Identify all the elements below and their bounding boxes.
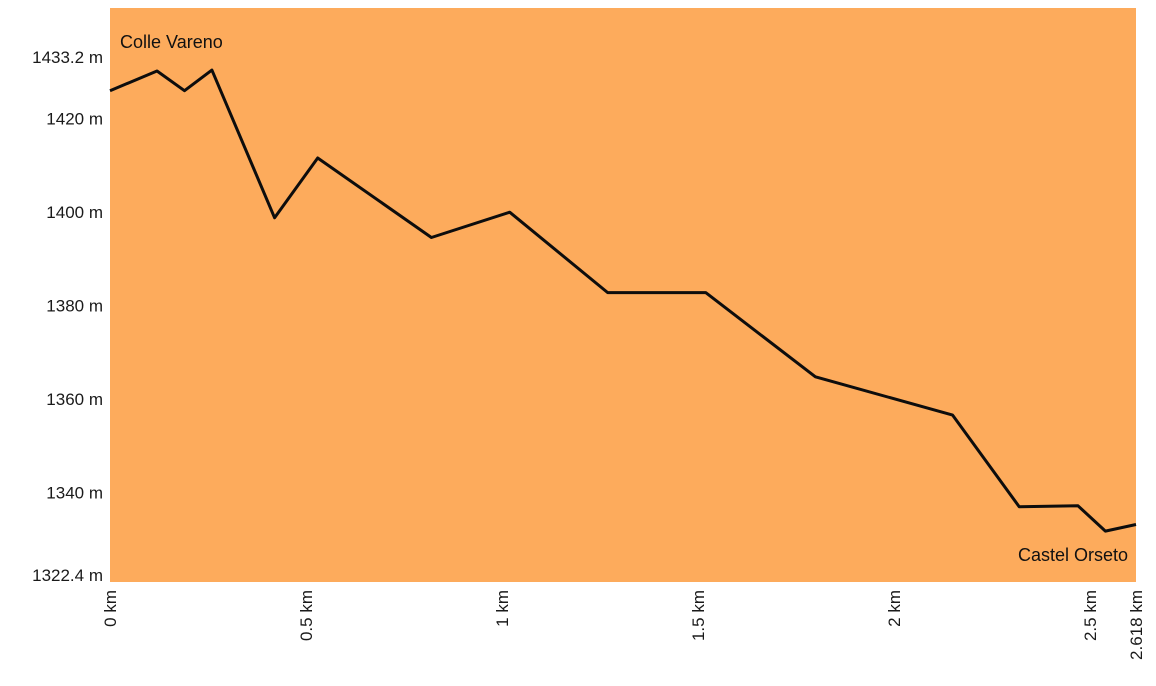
end-label: Castel Orseto	[1018, 545, 1128, 565]
y-tick-label: 1380 m	[46, 297, 103, 316]
x-axis: 0 km 0.5 km 1 km 1.5 km 2 km 2.5 km 2.618 km	[101, 590, 1146, 660]
x-tick-label: 1.5 km	[689, 590, 708, 641]
y-tick-label: 1433.2 m	[32, 48, 103, 67]
x-tick-label: 1 km	[493, 590, 512, 627]
y-tick-label: 1400 m	[46, 203, 103, 222]
y-tick-label: 1360 m	[46, 390, 103, 409]
x-tick-label: 2.5 km	[1081, 590, 1100, 641]
y-tick-label: 1340 m	[46, 484, 103, 503]
x-tick-label: 0 km	[101, 590, 120, 627]
x-tick-label: 2 km	[885, 590, 904, 627]
elevation-line	[109, 68, 1137, 533]
y-tick-label: 1420 m	[46, 110, 103, 129]
x-tick-label: 0.5 km	[297, 590, 316, 641]
y-tick-label: 1322.4 m	[32, 566, 103, 585]
start-label: Colle Vareno	[120, 32, 223, 52]
plot-area	[110, 8, 1136, 582]
x-tick-label: 2.618 km	[1127, 590, 1146, 660]
y-axis: 1433.2 m 1420 m 1400 m 1380 m 1360 m 1340 m 13…	[32, 48, 103, 585]
